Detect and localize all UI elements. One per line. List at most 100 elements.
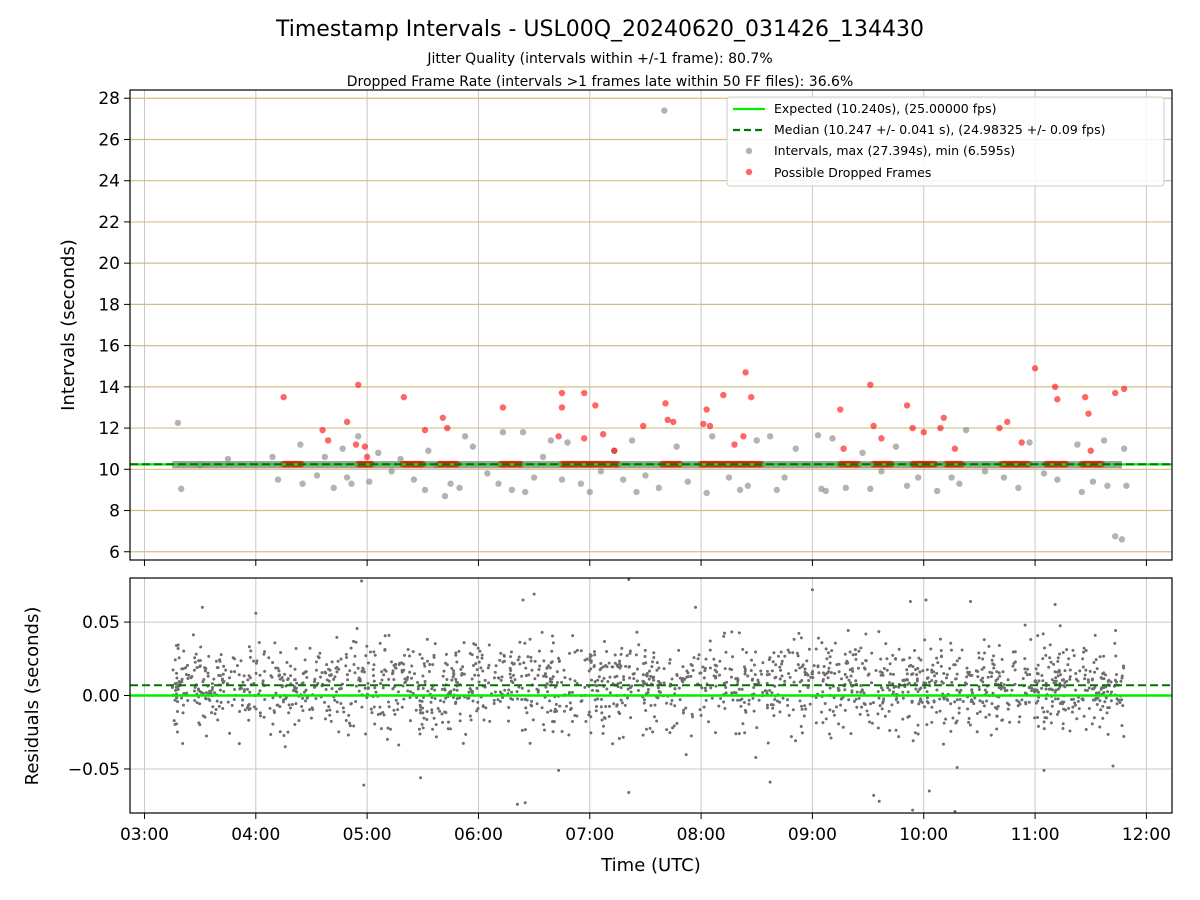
interval-point — [461, 433, 469, 440]
residual-point — [332, 677, 336, 681]
residual-point — [629, 690, 633, 694]
residual-point — [702, 676, 706, 680]
interval-point — [633, 488, 640, 496]
residual-point — [1049, 687, 1053, 691]
interval-point — [410, 476, 418, 483]
residual-point — [533, 659, 537, 663]
residual-point — [1115, 697, 1119, 701]
residual-point — [213, 691, 217, 695]
residual-point — [354, 684, 358, 688]
residual-point — [352, 662, 356, 666]
residual-point — [843, 708, 847, 712]
residual-point — [965, 666, 969, 670]
residual-point — [655, 668, 659, 672]
residual-point — [1081, 657, 1085, 661]
residual-point — [901, 696, 905, 700]
residual-point — [957, 656, 961, 660]
residual-point — [930, 668, 934, 672]
residual-point — [1027, 686, 1031, 690]
residual-point — [596, 697, 600, 701]
residual-point — [729, 675, 733, 679]
residual-point — [235, 664, 239, 668]
residual-point — [1051, 700, 1055, 704]
residual-point — [213, 712, 217, 716]
residual-point — [754, 650, 758, 654]
residual-point — [651, 676, 655, 680]
residual-point — [362, 670, 366, 674]
residual-point — [254, 707, 258, 711]
residual-point — [882, 697, 886, 701]
residual-point — [1032, 688, 1036, 692]
residual-point — [1061, 727, 1065, 731]
residual-point — [881, 688, 885, 692]
residual-point — [1084, 668, 1088, 672]
residual-point — [1034, 701, 1038, 705]
residual-point — [588, 653, 592, 657]
residual-point — [403, 681, 407, 685]
residual-point — [211, 705, 215, 709]
residual-point — [719, 697, 723, 701]
interval-point — [781, 474, 788, 481]
residual-point — [242, 674, 246, 678]
residual-point — [724, 650, 728, 654]
residual-point — [308, 646, 312, 650]
residual-point — [593, 683, 597, 687]
residual-point — [749, 668, 753, 672]
residual-point — [400, 705, 404, 709]
residual-point — [378, 705, 382, 709]
residual-point — [849, 674, 853, 678]
dropped-frame-point — [581, 389, 588, 397]
residual-point — [311, 708, 315, 712]
residual-point — [1034, 679, 1038, 683]
residual-point — [1054, 688, 1058, 692]
residual-point — [530, 699, 534, 703]
residual-point — [540, 630, 544, 634]
residual-point — [226, 700, 230, 704]
residual-point — [1070, 710, 1074, 714]
residual-point — [372, 650, 376, 654]
residual-point — [467, 690, 471, 694]
residual-point — [610, 665, 614, 669]
dropped-frame-point — [840, 445, 847, 452]
residual-point — [981, 700, 985, 704]
residual-point — [698, 708, 702, 712]
residual-point — [301, 709, 305, 713]
residual-point — [888, 729, 892, 733]
residual-point — [422, 716, 426, 720]
residual-point — [239, 659, 243, 663]
residual-point — [1114, 654, 1118, 658]
residual-point — [1115, 702, 1119, 706]
residual-point — [984, 715, 988, 719]
residual-point — [366, 682, 370, 686]
residual-point — [1056, 660, 1060, 664]
residual-point — [730, 668, 734, 672]
residual-point — [1044, 697, 1048, 701]
residual-point — [462, 641, 466, 645]
residual-point — [652, 655, 656, 659]
residual-point — [318, 651, 322, 655]
residual-point — [316, 655, 320, 659]
residual-point — [622, 678, 626, 682]
residual-point — [655, 719, 659, 723]
residual-point — [349, 646, 353, 650]
residual-point — [708, 666, 712, 670]
residual-point — [314, 697, 318, 701]
residual-point — [877, 799, 881, 803]
residual-point — [637, 643, 641, 647]
residual-point — [650, 665, 654, 669]
residual-point — [410, 664, 414, 668]
interval-point — [441, 492, 449, 500]
residual-point — [247, 708, 251, 712]
residual-point — [901, 717, 905, 721]
residual-point — [751, 696, 755, 700]
residual-point — [568, 677, 572, 681]
residual-point — [613, 675, 617, 679]
interval-point — [814, 432, 822, 439]
residual-point — [1093, 633, 1097, 637]
residual-point — [1002, 686, 1006, 690]
residual-point — [1121, 664, 1125, 668]
residual-point — [411, 650, 415, 654]
residual-point — [535, 687, 539, 691]
legend: Expected (10.240s), (25.00000 fps) Media… — [726, 96, 1165, 187]
residual-point — [283, 672, 287, 676]
